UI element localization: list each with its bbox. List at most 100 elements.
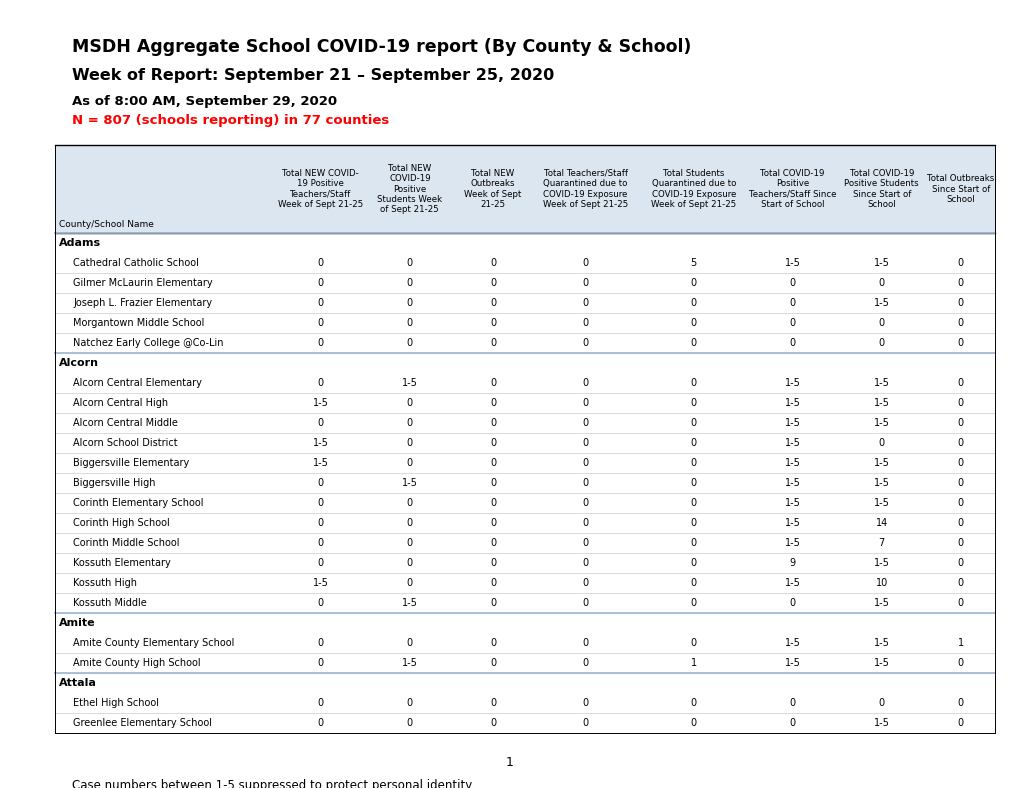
Text: Alcorn Central Middle: Alcorn Central Middle: [73, 418, 177, 428]
Bar: [55, 145, 994, 233]
Text: 1-5: 1-5: [784, 258, 800, 268]
Text: 0: 0: [957, 718, 963, 728]
Text: Total NEW
COVID-19
Positive
Students Week
of Sept 21-25: Total NEW COVID-19 Positive Students Wee…: [377, 164, 442, 214]
Text: Natchez Early College @Co-Lin: Natchez Early College @Co-Lin: [73, 338, 223, 348]
Text: 0: 0: [317, 718, 323, 728]
Text: Kossuth Elementary: Kossuth Elementary: [73, 558, 170, 568]
Text: 1-5: 1-5: [784, 578, 800, 588]
Text: 0: 0: [690, 518, 696, 528]
Text: 0: 0: [582, 698, 588, 708]
Text: 0: 0: [317, 658, 323, 668]
Text: 1-5: 1-5: [873, 658, 889, 668]
Text: 1-5: 1-5: [784, 378, 800, 388]
Text: 0: 0: [690, 298, 696, 308]
Text: Case numbers between 1-5 suppressed to protect personal identity: Case numbers between 1-5 suppressed to p…: [72, 779, 472, 788]
Text: Kossuth Middle: Kossuth Middle: [73, 598, 147, 608]
Text: 0: 0: [690, 578, 696, 588]
Text: Kossuth High: Kossuth High: [73, 578, 137, 588]
Text: 0: 0: [407, 698, 413, 708]
Text: Total Outbreaks
Since Start of
School: Total Outbreaks Since Start of School: [926, 174, 994, 204]
Text: 0: 0: [407, 398, 413, 408]
Text: 0: 0: [789, 318, 795, 328]
Text: Biggersville High: Biggersville High: [73, 478, 155, 488]
Text: 1-5: 1-5: [784, 478, 800, 488]
Text: 0: 0: [957, 478, 963, 488]
Text: 0: 0: [317, 338, 323, 348]
Text: 1-5: 1-5: [401, 478, 418, 488]
Text: 5: 5: [690, 258, 696, 268]
Text: 0: 0: [407, 538, 413, 548]
Text: 0: 0: [957, 538, 963, 548]
Text: Amite County Elementary School: Amite County Elementary School: [73, 638, 234, 648]
Text: 0: 0: [489, 378, 495, 388]
Text: 0: 0: [407, 338, 413, 348]
Text: 0: 0: [317, 638, 323, 648]
Text: 0: 0: [690, 558, 696, 568]
Text: 1-5: 1-5: [784, 538, 800, 548]
Text: Ethel High School: Ethel High School: [73, 698, 159, 708]
Text: 0: 0: [690, 278, 696, 288]
Text: 0: 0: [690, 338, 696, 348]
Text: 1-5: 1-5: [784, 438, 800, 448]
Text: 0: 0: [489, 318, 495, 328]
Text: 0: 0: [690, 598, 696, 608]
Text: 1-5: 1-5: [401, 378, 418, 388]
Text: 0: 0: [317, 698, 323, 708]
Text: 0: 0: [957, 558, 963, 568]
Text: 0: 0: [407, 438, 413, 448]
Text: 0: 0: [407, 498, 413, 508]
Text: Total NEW
Outbreaks
Week of Sept
21-25: Total NEW Outbreaks Week of Sept 21-25: [464, 169, 521, 209]
Text: 0: 0: [789, 298, 795, 308]
Text: 0: 0: [582, 658, 588, 668]
Text: 0: 0: [317, 538, 323, 548]
Text: 0: 0: [789, 718, 795, 728]
Text: 0: 0: [582, 538, 588, 548]
Text: Gilmer McLaurin Elementary: Gilmer McLaurin Elementary: [73, 278, 212, 288]
Text: 0: 0: [582, 258, 588, 268]
Text: 9: 9: [789, 558, 795, 568]
Text: Morgantown Middle School: Morgantown Middle School: [73, 318, 204, 328]
Text: 1-5: 1-5: [873, 418, 889, 428]
Text: Alcorn Central High: Alcorn Central High: [73, 398, 168, 408]
Text: 0: 0: [582, 438, 588, 448]
Text: 0: 0: [957, 258, 963, 268]
Text: Total NEW COVID-
19 Positive
Teachers/Staff
Week of Sept 21-25: Total NEW COVID- 19 Positive Teachers/St…: [277, 169, 363, 209]
Text: 0: 0: [957, 518, 963, 528]
Text: 0: 0: [690, 378, 696, 388]
Text: 0: 0: [582, 458, 588, 468]
Text: 0: 0: [407, 258, 413, 268]
Text: 0: 0: [489, 398, 495, 408]
Text: 0: 0: [582, 318, 588, 328]
Text: 0: 0: [317, 258, 323, 268]
Text: Amite: Amite: [59, 618, 96, 628]
Text: 0: 0: [690, 398, 696, 408]
Text: 0: 0: [582, 478, 588, 488]
Text: 1-5: 1-5: [312, 438, 328, 448]
Text: 1-5: 1-5: [784, 638, 800, 648]
Text: 1: 1: [690, 658, 696, 668]
Text: Week of Report: September 21 – September 25, 2020: Week of Report: September 21 – September…: [72, 68, 553, 83]
Text: 0: 0: [489, 538, 495, 548]
Text: 0: 0: [489, 338, 495, 348]
Text: 0: 0: [789, 598, 795, 608]
Text: 0: 0: [317, 518, 323, 528]
Text: 0: 0: [690, 478, 696, 488]
Text: 0: 0: [489, 578, 495, 588]
Text: Biggersville Elementary: Biggersville Elementary: [73, 458, 190, 468]
Text: County/School Name: County/School Name: [59, 220, 154, 229]
Text: Total COVID-19
Positive
Teachers/Staff Since
Start of School: Total COVID-19 Positive Teachers/Staff S…: [748, 169, 836, 209]
Text: 0: 0: [489, 558, 495, 568]
Text: 0: 0: [407, 518, 413, 528]
Text: 0: 0: [957, 338, 963, 348]
Text: Corinth High School: Corinth High School: [73, 518, 169, 528]
Text: Total Students
Quarantined due to
COVID-19 Exposure
Week of Sept 21-25: Total Students Quarantined due to COVID-…: [650, 169, 736, 209]
Text: 0: 0: [957, 438, 963, 448]
Text: 1-5: 1-5: [873, 378, 889, 388]
Text: 0: 0: [877, 278, 883, 288]
Text: 0: 0: [690, 698, 696, 708]
Text: 0: 0: [317, 598, 323, 608]
Text: 1-5: 1-5: [784, 498, 800, 508]
Text: 0: 0: [690, 638, 696, 648]
Text: Greenlee Elementary School: Greenlee Elementary School: [73, 718, 212, 728]
Text: Total Teachers/Staff
Quarantined due to
COVID-19 Exposure
Week of Sept 21-25: Total Teachers/Staff Quarantined due to …: [542, 169, 628, 209]
